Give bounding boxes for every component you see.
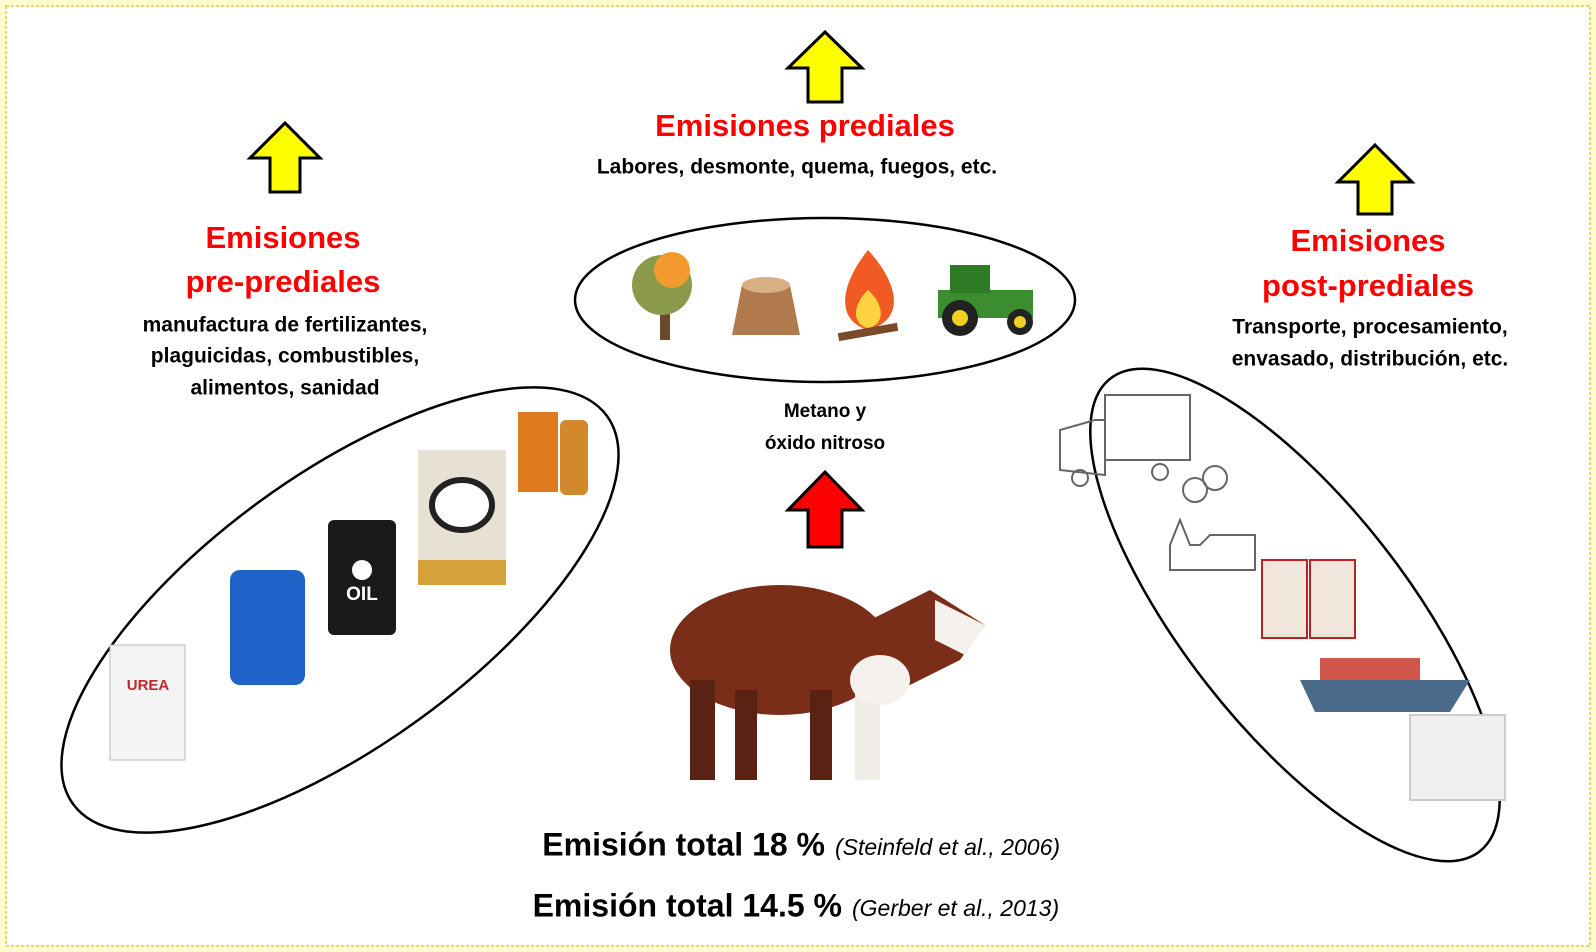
total: Emisión total 18 %	[542, 826, 825, 862]
right-description: Transporte, procesamiento,	[1232, 316, 1507, 339]
center-ellipse	[573, 216, 1077, 384]
right-title: Emisiones	[1290, 223, 1445, 258]
cow	[670, 585, 985, 780]
oil-label: OIL	[346, 584, 378, 605]
left-title: pre-prediales	[186, 264, 381, 299]
gas-label: Metano y	[784, 401, 867, 422]
total-source: (Gerber et al., 2013)	[852, 895, 1059, 921]
total-source: (Steinfeld et al., 2006)	[835, 834, 1060, 860]
gas-label: óxido nitroso	[765, 433, 885, 454]
left-description: manufactura de fertilizantes,	[143, 314, 428, 337]
right-title: post-prediales	[1262, 268, 1474, 303]
right-ellipse	[1089, 367, 1501, 863]
left-ellipse	[60, 386, 620, 834]
center-icons	[632, 250, 1033, 342]
total: Emisión total 14.5 %	[533, 887, 842, 923]
right-icons	[1059, 394, 1506, 801]
urea-label: UREA	[127, 677, 170, 694]
right-description: envasado, distribución, etc.	[1232, 348, 1509, 371]
center-title: Emisiones prediales	[655, 108, 955, 143]
left-description: alimentos, sanidad	[190, 377, 379, 400]
center-description: Labores, desmonte, quema, fuegos, etc.	[597, 156, 997, 179]
canvas	[5, 5, 1591, 947]
left-description: plaguicidas, combustibles,	[151, 345, 419, 368]
left-title: Emisiones	[205, 220, 360, 255]
arrows	[246, 29, 1416, 549]
left-icons: UREA OIL	[109, 412, 588, 761]
